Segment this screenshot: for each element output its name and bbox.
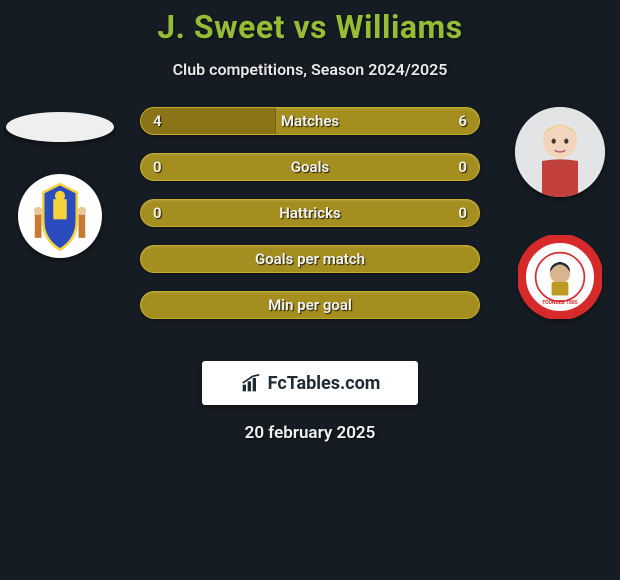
stat-label: Matches [281, 112, 339, 130]
subtitle: Club competitions, Season 2024/2025 [0, 60, 620, 79]
page-title: J. Sweet vs Williams [0, 0, 620, 46]
date: 20 february 2025 [0, 423, 620, 443]
watermark-text: FcTables.com [268, 373, 381, 394]
stat-value-left: 0 [153, 158, 162, 176]
stat-bars: 4 6 Matches 0 0 Goals 0 0 Hattricks Goals per mat… [140, 107, 480, 319]
stat-value-right: 0 [458, 158, 467, 176]
stat-row: 4 6 Matches [140, 107, 480, 135]
watermark: FcTables.com [202, 361, 418, 405]
stat-value-left: 0 [153, 204, 162, 222]
left-player-column [5, 107, 115, 258]
left-club-badge [18, 174, 102, 258]
chart-icon [240, 373, 262, 393]
right-player-avatar [515, 107, 605, 197]
stat-row: 0 0 Hattricks [140, 199, 480, 227]
left-player-avatar [6, 112, 114, 142]
comparison-area: FOUNDED 1885 4 6 Matches 0 0 Goals 0 0 Hattricks… [0, 107, 620, 347]
stat-label: Goals per match [255, 250, 365, 268]
right-club-badge: FOUNDED 1885 [518, 235, 602, 319]
stat-row: Min per goal [140, 291, 480, 319]
stat-value-right: 0 [458, 204, 467, 222]
stat-value-right: 6 [458, 112, 467, 130]
stat-label: Hattricks [279, 204, 341, 222]
right-player-column: FOUNDED 1885 [505, 107, 615, 319]
stat-row: 0 0 Goals [140, 153, 480, 181]
stat-label: Goals [291, 158, 329, 176]
stat-label: Min per goal [268, 296, 352, 314]
stat-value-left: 4 [153, 112, 162, 130]
stat-row: Goals per match [140, 245, 480, 273]
svg-text:FOUNDED 1885: FOUNDED 1885 [542, 300, 577, 306]
